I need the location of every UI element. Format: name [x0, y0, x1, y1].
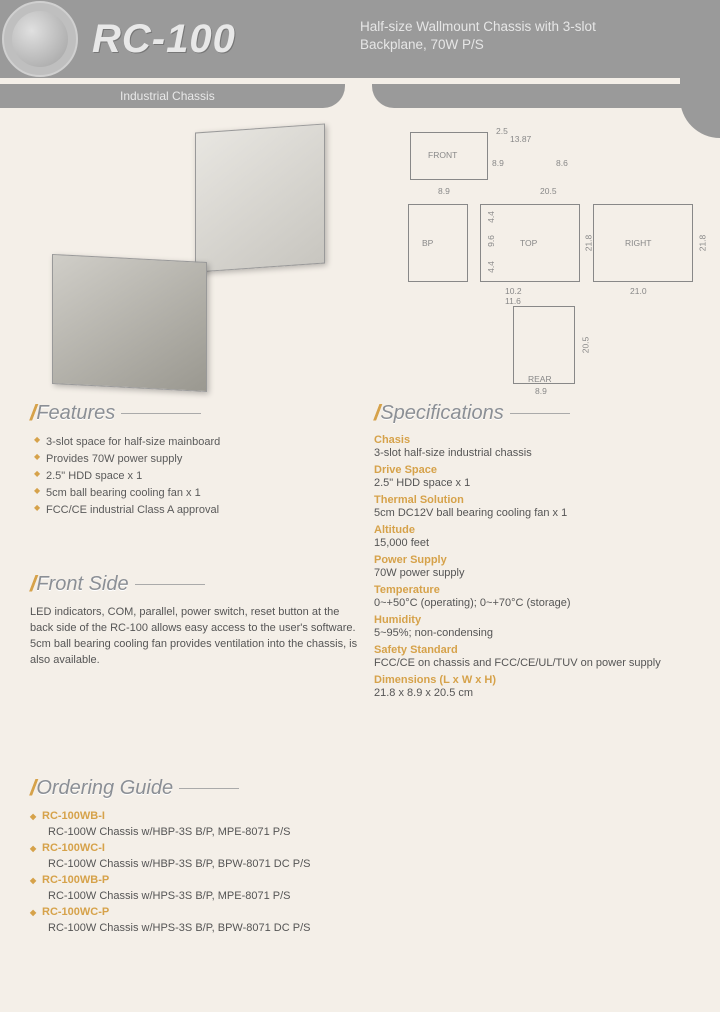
underline	[135, 584, 205, 585]
feature-item: 3-slot space for half-size mainboard	[34, 434, 360, 451]
diagram-label-right: RIGHT	[625, 238, 651, 248]
subtitle-line-1: Half-size Wallmount Chassis with 3-slot	[360, 19, 596, 34]
spec-label: Power Supply	[374, 554, 690, 566]
spec-value: 5~95%; non-condensing	[374, 626, 690, 642]
category-tab: Industrial Chassis	[0, 84, 345, 108]
ordering-model: RC-100WC-P	[30, 905, 690, 921]
product-subtitle: Half-size Wallmount Chassis with 3-slot …	[360, 18, 596, 54]
page-header: RC-100 Half-size Wallmount Chassis with …	[0, 0, 720, 78]
ordering-desc: RC-100W Chassis w/HBP-3S B/P, BPW-8071 D…	[30, 857, 690, 873]
dim-44b: 4.4	[486, 211, 496, 223]
spec-label: Chasis	[374, 434, 690, 446]
front-side-heading: /// Front Side	[30, 571, 360, 597]
dim-96: 9.6	[486, 235, 496, 247]
spec-value: 0~+50°C (operating); 0~+70°C (storage)	[374, 596, 690, 612]
feature-item: Provides 70W power supply	[34, 451, 360, 468]
spec-label: Humidity	[374, 614, 690, 626]
ordering-model: RC-100WC-I	[30, 841, 690, 857]
spec-label: Temperature	[374, 584, 690, 596]
ordering-model: RC-100WB-P	[30, 873, 690, 889]
globe-icon	[12, 11, 68, 67]
dim-102: 10.2	[505, 286, 522, 296]
diagram-rear	[513, 306, 575, 384]
dim-89b: 8.9	[438, 186, 450, 196]
dim-1387: 13.87	[510, 134, 531, 144]
tab-row: Industrial Chassis	[0, 84, 720, 118]
front-side-text: LED indicators, COM, parallel, power swi…	[30, 605, 360, 669]
spec-value: 21.8 x 8.9 x 20.5 cm	[374, 686, 690, 702]
ordering-desc: RC-100W Chassis w/HBP-3S B/P, MPE-8071 P…	[30, 825, 690, 841]
logo-globe-icon	[2, 1, 78, 77]
spec-value: 5cm DC12V ball bearing cooling fan x 1	[374, 506, 690, 522]
feature-item: 5cm ball bearing cooling fan x 1	[34, 485, 360, 502]
spec-value: 70W power supply	[374, 566, 690, 582]
specifications-heading: /// Specifications	[374, 400, 690, 426]
spec-label: Safety Standard	[374, 644, 690, 656]
dim-218a: 21.8	[583, 235, 593, 252]
diagram-label-top: TOP	[520, 238, 537, 248]
diagram-label-left: BP	[422, 238, 433, 248]
spec-label: Drive Space	[374, 464, 690, 476]
diagram-label-rear: REAR	[528, 374, 552, 384]
specifications-list: Chasis3-slot half-size industrial chassi…	[374, 434, 690, 701]
dim-89a: 8.9	[492, 158, 504, 168]
ordering-desc: RC-100W Chassis w/HPS-3S B/P, BPW-8071 D…	[30, 921, 690, 937]
product-visuals: FRONT 13.87 8.9 2.5 8.6 8.9 20.5 BP TOP …	[30, 128, 690, 388]
dim-205a: 20.5	[540, 186, 557, 196]
spec-label: Dimensions (L x W x H)	[374, 674, 690, 686]
underline	[510, 413, 570, 414]
dim-116: 11.6	[505, 296, 521, 306]
features-list: 3-slot space for half-size mainboardProv…	[30, 434, 360, 519]
ordering-heading: /// Ordering Guide	[30, 775, 690, 801]
ordering-title: Ordering Guide	[36, 777, 173, 800]
dim-44a: 4.4	[486, 261, 496, 273]
diagram-left	[408, 204, 468, 282]
ordering-guide-list: RC-100WB-IRC-100W Chassis w/HBP-3S B/P, …	[30, 809, 690, 937]
dim-210: 21.0	[630, 286, 647, 296]
product-photo-front	[195, 123, 325, 272]
features-heading: /// Features	[30, 400, 360, 426]
underline	[121, 413, 201, 414]
underline	[179, 788, 239, 789]
specifications-title: Specifications	[380, 402, 503, 425]
features-title: Features	[36, 402, 115, 425]
product-title: RC-100	[92, 17, 236, 62]
product-photo-open	[52, 254, 207, 392]
spec-value: 15,000 feet	[374, 536, 690, 552]
subtitle-line-2: Backplane, 70W P/S	[360, 37, 484, 52]
ordering-model: RC-100WB-I	[30, 809, 690, 825]
diagram-label-front: FRONT	[428, 150, 457, 160]
dim-89c: 8.9	[535, 386, 547, 396]
spec-label: Thermal Solution	[374, 494, 690, 506]
dim-205b: 20.5	[580, 337, 590, 354]
front-side-paragraph: 5cm ball bearing cooling fan provides ve…	[30, 637, 360, 669]
spec-value: 2.5" HDD space x 1	[374, 476, 690, 492]
feature-item: 2.5" HDD space x 1	[34, 468, 360, 485]
dim-25: 2.5	[496, 126, 508, 136]
ordering-desc: RC-100W Chassis w/HPS-3S B/P, MPE-8071 P…	[30, 889, 690, 905]
front-side-paragraph: LED indicators, COM, parallel, power swi…	[30, 605, 360, 637]
front-side-title: Front Side	[36, 573, 128, 596]
tab-spacer	[372, 84, 720, 108]
dimension-diagram: FRONT 13.87 8.9 2.5 8.6 8.9 20.5 BP TOP …	[400, 128, 700, 386]
dim-86: 8.6	[556, 158, 568, 168]
spec-value: 3-slot half-size industrial chassis	[374, 446, 690, 462]
spec-label: Altitude	[374, 524, 690, 536]
feature-item: FCC/CE industrial Class A approval	[34, 502, 360, 519]
spec-value: FCC/CE on chassis and FCC/CE/UL/TUV on p…	[374, 656, 690, 672]
dim-218b: 21.8	[697, 235, 707, 252]
